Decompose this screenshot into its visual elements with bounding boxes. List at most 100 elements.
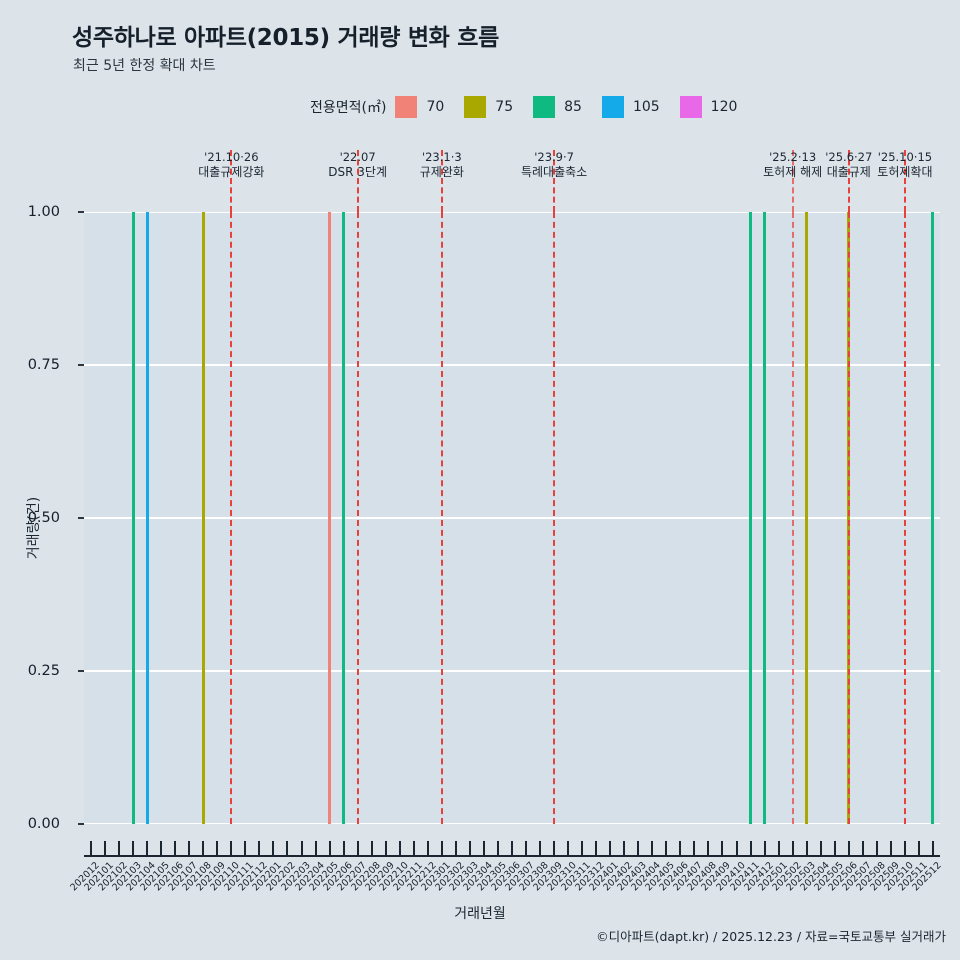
x-tick-mark bbox=[679, 841, 682, 855]
y-gridline bbox=[84, 212, 940, 213]
data-bar[interactable] bbox=[931, 212, 935, 824]
legend-item-label: 120 bbox=[710, 99, 738, 115]
y-tick-mark bbox=[78, 517, 84, 519]
x-tick-mark bbox=[707, 841, 710, 855]
x-tick-mark bbox=[482, 841, 485, 855]
data-bar[interactable] bbox=[763, 212, 767, 824]
event-name: DSR 3단계 bbox=[328, 165, 387, 180]
y-tick-label: 0.00 bbox=[27, 816, 60, 832]
y-axis-ticks: 0.00 0.25 0.50 0.75 1.00 bbox=[0, 204, 84, 832]
event-line-extension bbox=[791, 150, 794, 212]
x-tick-mark bbox=[412, 841, 415, 855]
x-tick-mark bbox=[735, 841, 738, 855]
page-subtitle: 최근 5년 한정 확대 차트 bbox=[73, 58, 216, 74]
event-name: 대출규제강화 bbox=[198, 165, 265, 180]
event-name: 규제완화 bbox=[419, 165, 464, 180]
data-bar[interactable] bbox=[328, 212, 332, 824]
y-gridline bbox=[84, 364, 940, 366]
event-line-extension bbox=[903, 150, 906, 212]
x-tick-mark bbox=[174, 841, 177, 855]
event-line-extension bbox=[847, 150, 850, 212]
legend-item-label: 85 bbox=[564, 99, 582, 115]
x-tick-mark bbox=[202, 841, 205, 855]
event-line-extension bbox=[356, 150, 359, 212]
x-tick-mark bbox=[931, 841, 934, 855]
x-tick-mark bbox=[917, 841, 920, 855]
x-tick-mark bbox=[132, 841, 135, 855]
legend-item[interactable]: 70 bbox=[395, 96, 458, 118]
x-tick-mark bbox=[721, 841, 724, 855]
event-line bbox=[356, 212, 359, 824]
event-line-extension bbox=[553, 150, 556, 212]
event-line-extension bbox=[230, 150, 233, 212]
event-date: '21.10·26 bbox=[204, 150, 259, 164]
x-tick-mark bbox=[791, 841, 794, 855]
legend-item[interactable]: 105 bbox=[601, 96, 674, 118]
legend-item-label: 75 bbox=[495, 99, 514, 115]
x-tick-mark bbox=[833, 841, 836, 855]
x-tick-mark bbox=[539, 841, 542, 855]
data-bar[interactable] bbox=[131, 212, 135, 824]
x-tick-mark bbox=[160, 841, 163, 855]
data-bar[interactable] bbox=[805, 212, 809, 824]
x-tick-mark bbox=[216, 841, 219, 855]
data-bar[interactable] bbox=[145, 212, 149, 824]
event-date: '25.10·15 bbox=[877, 150, 933, 164]
legend-item[interactable]: 85 bbox=[533, 96, 596, 118]
event-name: 토허제 해제 bbox=[763, 165, 823, 180]
legend-swatch-icon bbox=[464, 96, 487, 118]
x-tick-mark bbox=[426, 841, 429, 855]
data-bar[interactable] bbox=[342, 212, 346, 824]
x-tick-mark bbox=[623, 841, 626, 855]
event-line bbox=[553, 212, 556, 824]
legend: 전용면적(㎡) 70 75 85 105 120 bbox=[310, 96, 757, 118]
x-tick-mark bbox=[454, 841, 457, 855]
event-date: '23.9·7 bbox=[534, 150, 574, 164]
x-tick-mark bbox=[244, 841, 247, 855]
event-name: 토허제확대 bbox=[877, 165, 933, 180]
legend-swatch-icon bbox=[679, 96, 702, 118]
event-date: '25.2·13 bbox=[769, 150, 817, 164]
x-tick-mark bbox=[847, 841, 850, 855]
y-gridline bbox=[84, 517, 940, 519]
x-tick-mark bbox=[819, 841, 822, 855]
y-tick-label: 0.25 bbox=[27, 663, 60, 679]
x-tick-mark bbox=[286, 841, 289, 855]
event-name: 특례대출축소 bbox=[520, 165, 588, 180]
legend-item-label: 70 bbox=[426, 99, 445, 115]
x-tick-mark bbox=[188, 841, 191, 855]
x-tick-mark bbox=[370, 841, 373, 855]
x-tick-mark bbox=[342, 841, 345, 855]
legend-swatch-icon bbox=[395, 96, 418, 118]
x-tick-mark bbox=[104, 841, 107, 855]
x-tick-mark bbox=[637, 841, 640, 855]
event-line bbox=[440, 212, 443, 824]
x-axis-label: 거래년월 bbox=[454, 906, 506, 922]
x-tick-mark bbox=[384, 841, 387, 855]
data-bar[interactable] bbox=[749, 212, 753, 824]
y-gridline bbox=[84, 823, 940, 824]
legend-item[interactable]: 75 bbox=[464, 96, 527, 118]
x-tick-mark bbox=[903, 841, 906, 855]
footer-credit: ©디아파트(dapt.kr) / 2025.12.23 / 자료=국토교통부 실… bbox=[596, 929, 946, 944]
x-tick-mark bbox=[861, 841, 864, 855]
event-annotation: '22.07 DSR 3단계 bbox=[328, 150, 387, 181]
event-date: '22.07 bbox=[339, 150, 376, 164]
data-bar[interactable] bbox=[201, 212, 205, 824]
y-tick-mark bbox=[78, 211, 84, 213]
x-axis-line bbox=[84, 855, 940, 857]
x-tick-mark bbox=[356, 841, 359, 855]
x-tick-mark bbox=[118, 841, 121, 855]
y-tick-label: 1.00 bbox=[27, 204, 60, 220]
legend-item-label: 105 bbox=[632, 99, 660, 115]
legend-title: 전용면적(㎡) bbox=[310, 100, 387, 116]
y-tick-label: 0.75 bbox=[27, 357, 60, 373]
x-tick-mark bbox=[496, 841, 499, 855]
legend-item[interactable]: 120 bbox=[679, 96, 752, 118]
event-line bbox=[847, 212, 850, 824]
x-tick-mark bbox=[525, 841, 528, 855]
x-tick-mark bbox=[440, 841, 443, 855]
event-annotation: '23.1·3 규제완화 bbox=[420, 150, 464, 181]
event-annotation: '25.2·13 토허제 해제 bbox=[763, 150, 822, 181]
event-annotation: '21.10·26 대출규제강화 bbox=[198, 150, 264, 181]
